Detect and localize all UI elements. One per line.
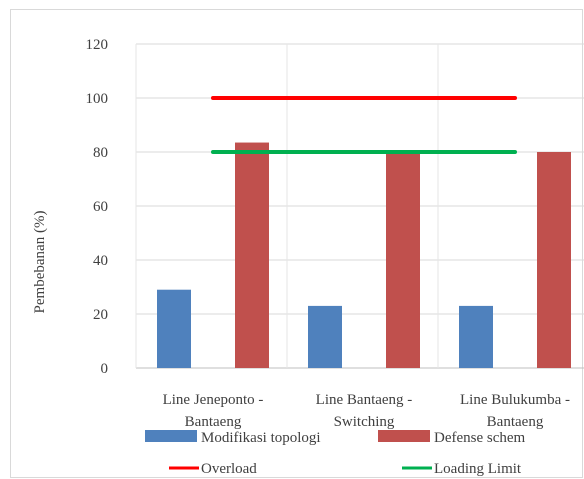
reference-lines xyxy=(211,96,517,154)
legend-defense-schem-swatch xyxy=(378,430,430,442)
legend: Modifikasi topologi Defense schem Overload… xyxy=(145,430,526,477)
x-tick-label-line: Bantaeng xyxy=(185,414,242,430)
y-tick-label: 120 xyxy=(86,37,109,53)
legend-modifikasi-topologi-swatch xyxy=(145,430,197,442)
x-tick-labels: Line Jeneponto - Bantaeng Line Bantaeng - S… xyxy=(163,392,570,430)
x-tick-label-line: Line Bantaeng - xyxy=(316,392,413,408)
bar-defense-schem xyxy=(235,142,269,368)
x-tick-label-line: Switching xyxy=(334,414,395,430)
x-tick-label-line: Line Bulukumba - xyxy=(460,392,570,408)
bars xyxy=(157,142,571,368)
x-tick-label: Line Bantaeng - Switching xyxy=(316,392,413,430)
bar-defense-schem xyxy=(537,152,571,368)
x-tick-label: Line Jeneponto - Bantaeng xyxy=(163,392,264,430)
bar-modifikasi-topologi xyxy=(157,289,191,368)
y-axis-label: Pembebanan (%) xyxy=(32,211,48,314)
y-tick-label: 20 xyxy=(93,307,108,323)
chart-area xyxy=(10,9,583,478)
bar-defense-schem xyxy=(386,152,420,368)
x-tick-label: Line Bulukumba - Bantaeng xyxy=(460,392,570,430)
legend-loading-limit-label: Loading Limit xyxy=(434,461,522,477)
y-tick-label: 100 xyxy=(86,91,109,107)
y-tick-labels: 0 20 40 60 80 100 120 xyxy=(86,37,109,377)
legend-overload-label: Overload xyxy=(201,461,257,477)
y-tick-label: 40 xyxy=(93,253,108,269)
y-tick-label: 0 xyxy=(101,361,109,377)
bar-modifikasi-topologi xyxy=(308,305,342,368)
bar-modifikasi-topologi xyxy=(459,305,493,368)
y-tick-label: 60 xyxy=(93,199,108,215)
legend-modifikasi-topologi-label: Modifikasi topologi xyxy=(201,430,321,446)
x-tick-label-line: Bantaeng xyxy=(487,414,544,430)
y-tick-label: 80 xyxy=(93,145,108,161)
x-tick-label-line: Line Jeneponto - xyxy=(163,392,264,408)
legend-defense-schem-label: Defense schem xyxy=(434,430,526,446)
gridlines xyxy=(135,43,584,369)
